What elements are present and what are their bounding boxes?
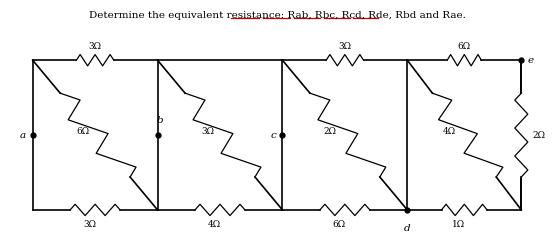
Text: a: a <box>20 131 26 139</box>
Text: 3Ω: 3Ω <box>89 42 101 50</box>
Text: b: b <box>157 116 163 125</box>
Text: 6Ω: 6Ω <box>458 42 471 50</box>
Text: 3Ω: 3Ω <box>338 42 351 50</box>
Text: 1Ω: 1Ω <box>452 220 465 228</box>
Text: 4Ω: 4Ω <box>208 220 221 228</box>
Text: d: d <box>404 224 411 233</box>
Text: 4Ω: 4Ω <box>443 127 456 135</box>
Text: 2Ω: 2Ω <box>532 131 545 139</box>
Text: 3Ω: 3Ω <box>201 127 214 135</box>
Text: 6Ω: 6Ω <box>76 127 89 135</box>
Text: c: c <box>270 131 276 139</box>
Text: 3Ω: 3Ω <box>83 220 96 228</box>
Text: Determine the equivalent resistance: Rab, Rbc, Rcd, Rde, Rbd and Rae.: Determine the equivalent resistance: Rab… <box>89 11 465 20</box>
Text: 6Ω: 6Ω <box>333 220 346 228</box>
Text: e: e <box>528 56 534 65</box>
Text: 2Ω: 2Ω <box>323 127 336 135</box>
